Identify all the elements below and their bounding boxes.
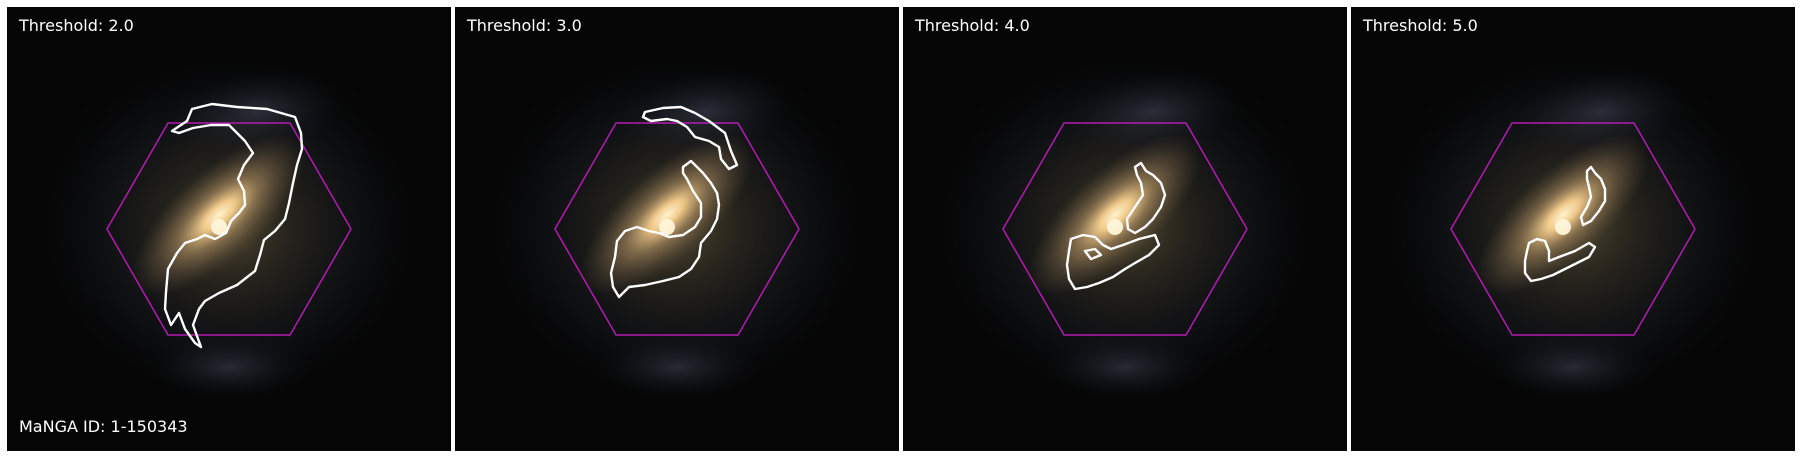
contour-line-lower — [609, 159, 721, 299]
contour-line-upper — [1579, 165, 1607, 227]
galaxy-core — [211, 219, 227, 235]
galaxy-bulge — [1475, 134, 1651, 296]
galaxy-core — [1107, 219, 1123, 235]
lower-arm-glow — [1045, 335, 1205, 399]
contour-line-lower — [1065, 233, 1161, 291]
threshold-label: Threshold: 2.0 — [19, 16, 134, 35]
contour-line-upper — [641, 105, 739, 171]
galaxy-image — [455, 7, 899, 451]
galaxy-panel-threshold-2: Threshold: 2.0 MaNGA ID: 1-150343 — [7, 7, 451, 451]
lower-arm-glow — [597, 335, 757, 399]
contour-line-lower — [1523, 237, 1597, 283]
ifu-hexagon — [106, 122, 352, 336]
upper-arm-glow — [1511, 68, 1691, 156]
ifu-hexagon — [554, 122, 800, 336]
contour-line-upper — [1125, 161, 1167, 235]
manga-id-label: MaNGA ID: 1-150343 — [19, 417, 188, 436]
threshold-label: Threshold: 4.0 — [915, 16, 1030, 35]
lower-arm-glow — [1493, 335, 1653, 399]
galaxy-core — [659, 219, 675, 235]
galaxy-panel-threshold-5: Threshold: 5.0 — [1351, 7, 1795, 451]
threshold-label: Threshold: 5.0 — [1363, 16, 1478, 35]
contour-line — [163, 102, 304, 349]
ifu-hexagon — [1002, 122, 1248, 336]
threshold-label: Threshold: 3.0 — [467, 16, 582, 35]
upper-arm-glow — [1063, 68, 1243, 156]
galaxy-panel-threshold-4: Threshold: 4.0 — [903, 7, 1347, 451]
lower-arm-glow — [149, 335, 309, 399]
upper-arm-glow — [615, 68, 795, 156]
galaxy-core — [1555, 219, 1571, 235]
galaxy-image — [903, 7, 1347, 451]
galaxy-panel-threshold-3: Threshold: 3.0 — [455, 7, 899, 451]
galaxy-bulge — [1027, 134, 1203, 296]
galaxy-image — [1351, 7, 1795, 451]
ifu-hexagon — [1450, 122, 1696, 336]
galaxy-bulge — [579, 134, 755, 296]
galaxy-image — [7, 7, 451, 451]
